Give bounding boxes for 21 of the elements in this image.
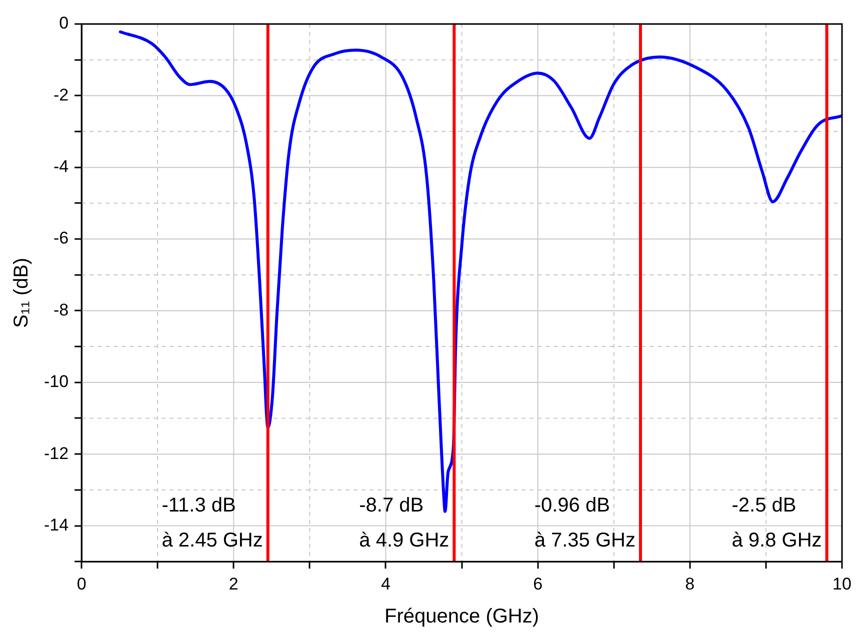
annotation: -11.3 dB à 2.45 GHz xyxy=(162,494,263,552)
x-tick-label: 8 xyxy=(685,574,695,594)
line-series xyxy=(118,30,842,513)
x-tick-label: 6 xyxy=(533,574,543,594)
y-tick-label: -6 xyxy=(53,228,69,248)
x-tick-label: 2 xyxy=(228,574,238,594)
annotation: -2.5 dB à 9.8 GHz xyxy=(732,494,822,552)
x-axis-title: Fréquence (GHz) xyxy=(384,606,540,628)
y-tick-label: -10 xyxy=(44,372,69,392)
annotation: -0.96 dB à 7.35 GHz xyxy=(534,494,636,552)
y-axis-title: S₁₁ (dB) xyxy=(10,258,33,328)
y-tick-label: -14 xyxy=(44,515,69,534)
y-tick-label: -12 xyxy=(44,444,69,463)
y-tick-label: -4 xyxy=(53,157,69,176)
y-tick-label: -8 xyxy=(53,300,69,320)
y-tick-label: -2 xyxy=(53,85,69,104)
x-tick-label: 10 xyxy=(832,574,852,594)
x-tick-label: 4 xyxy=(381,574,390,594)
annotation: -8.7 dB à 4.9 GHz xyxy=(359,494,450,552)
x-tick-label: 0 xyxy=(76,574,86,594)
y-tick-label: 0 xyxy=(59,14,69,33)
